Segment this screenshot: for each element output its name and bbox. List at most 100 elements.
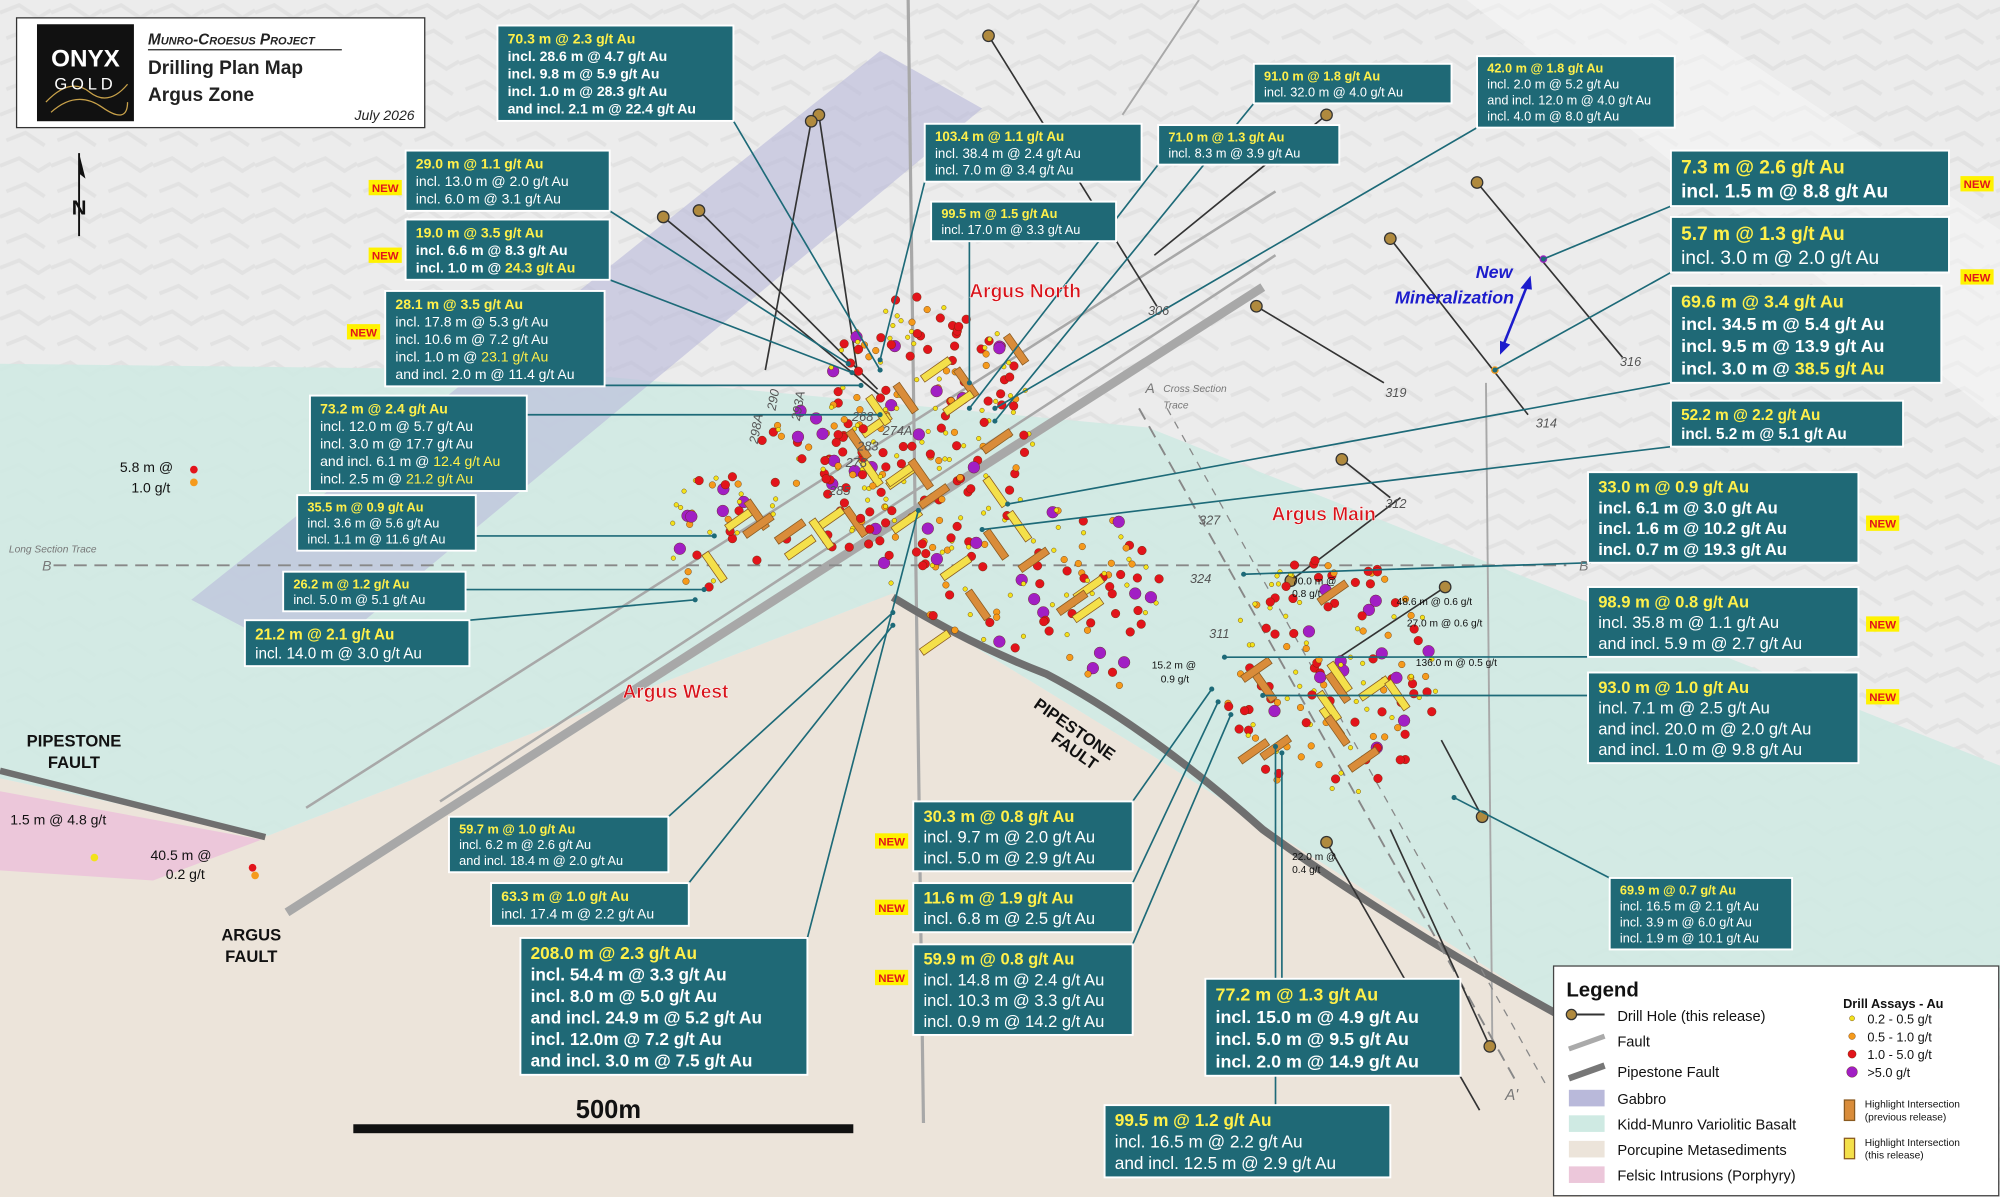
assay-dot bbox=[773, 496, 779, 502]
highlight-intersection bbox=[1017, 546, 1051, 574]
new-badge-text: NEW bbox=[1869, 519, 1896, 531]
assay-dot bbox=[1355, 626, 1361, 632]
assay-dot bbox=[1401, 595, 1409, 603]
assay-dot bbox=[970, 536, 983, 549]
drill-collar bbox=[1438, 580, 1452, 594]
assay-dot bbox=[1413, 636, 1423, 646]
hole-id: 314 bbox=[1536, 415, 1557, 430]
assay-dot bbox=[982, 350, 990, 358]
drill-trace bbox=[1389, 238, 1529, 416]
callout-line: 52.2 m @ 2.2 g/t Au bbox=[1681, 407, 1820, 424]
callout-box bbox=[1669, 284, 1943, 384]
highlight-intersection bbox=[1071, 596, 1105, 624]
callout-line: incl. 1.0 m @ 23.1 g/t Au bbox=[395, 348, 548, 364]
assay-dot bbox=[1115, 681, 1123, 689]
legend-label: Highlight Intersection bbox=[1865, 1100, 1960, 1111]
hole-id: 327 bbox=[1199, 512, 1221, 527]
callout-line: incl. 16.5 m @ 2.2 g/t Au bbox=[1115, 1132, 1303, 1152]
assay-dot bbox=[1419, 614, 1425, 620]
assay-dot bbox=[1391, 614, 1397, 620]
callout-line: incl. 12.0 m @ 5.7 g/t Au bbox=[320, 418, 473, 434]
assay-dot bbox=[1028, 593, 1041, 606]
assay-dot bbox=[945, 590, 955, 600]
section-label: B bbox=[42, 557, 51, 573]
assay-dot bbox=[834, 462, 842, 470]
leader-arrow bbox=[877, 357, 883, 363]
new-badge bbox=[346, 324, 381, 340]
assay-dot bbox=[681, 488, 687, 494]
assay-dot bbox=[1372, 567, 1382, 577]
assay-dot bbox=[1377, 707, 1387, 717]
felsic-zone bbox=[0, 791, 262, 881]
assay-dot bbox=[950, 428, 958, 436]
legend-subtitle: Drill Assays - Au bbox=[1843, 996, 1943, 1011]
leader-arrow bbox=[1260, 692, 1266, 699]
assay-dot bbox=[190, 465, 198, 474]
assay-dot bbox=[1083, 626, 1092, 634]
callout-line: incl. 3.0 m @ 38.5 g/t Au bbox=[1681, 359, 1884, 379]
assay-dot bbox=[1288, 593, 1298, 604]
pipestone-fault-east bbox=[890, 593, 1584, 1031]
assay-dot bbox=[875, 393, 886, 403]
assay-dot bbox=[1301, 718, 1311, 728]
assay-dot bbox=[1390, 671, 1403, 684]
assay-dot bbox=[734, 530, 740, 536]
assay-dot bbox=[898, 441, 908, 452]
assay-dot bbox=[877, 556, 891, 569]
assay-dot bbox=[849, 471, 857, 479]
assay-dot bbox=[883, 308, 889, 314]
callout-line: incl. 5.0 m @ 2.9 g/t Au bbox=[923, 848, 1095, 867]
callout-line: 5.7 m @ 1.3 g/t Au bbox=[1681, 224, 1845, 245]
callout-line: incl. 5.0 m @ 9.5 g/t Au bbox=[1216, 1029, 1409, 1049]
assay-dot bbox=[921, 549, 931, 559]
assay-dot bbox=[794, 404, 807, 417]
assay-dot bbox=[1055, 524, 1061, 530]
assay-dot bbox=[1427, 707, 1437, 717]
callout-line: 28.1 m @ 3.5 g/t Au bbox=[395, 296, 523, 312]
assay-note: 0.9 g/t bbox=[1161, 675, 1189, 686]
assay-dot bbox=[805, 443, 813, 451]
assay-dot bbox=[938, 495, 946, 503]
assay-dot bbox=[912, 329, 922, 339]
assay-dot bbox=[1302, 645, 1310, 653]
map-subtitle: Argus Zone bbox=[148, 85, 254, 106]
annotation-arrowhead bbox=[1500, 275, 1532, 355]
callout-line: 98.9 m @ 0.8 g/t Au bbox=[1598, 592, 1749, 611]
callout-box bbox=[1103, 1104, 1392, 1179]
callout-box bbox=[404, 218, 611, 281]
callout-line: and incl. 5.9 m @ 2.7 g/t Au bbox=[1598, 634, 1802, 653]
section-label: Long Section Trace bbox=[9, 545, 97, 556]
callout-line: 42.0 m @ 1.8 g/t Au bbox=[1487, 61, 1603, 76]
assay-dot bbox=[1398, 660, 1406, 668]
highlight-intersection bbox=[1326, 660, 1353, 694]
highlight-intersection bbox=[773, 518, 807, 545]
callout-line: 77.2 m @ 1.3 g/t Au bbox=[1216, 984, 1379, 1004]
assay-note: 1.5 m @ 4.8 g/t bbox=[10, 811, 106, 827]
new-badge bbox=[1960, 269, 1994, 285]
assay-dot bbox=[1249, 642, 1255, 648]
callout-line: incl. 1.6 m @ 10.2 g/t Au bbox=[1598, 519, 1787, 538]
callout-line: incl. 10.6 m @ 7.2 g/t Au bbox=[395, 331, 548, 347]
assay-dot bbox=[996, 389, 1006, 399]
assay-dot bbox=[1364, 706, 1370, 712]
assay-dot bbox=[1137, 545, 1147, 556]
fault bbox=[1485, 382, 1494, 1047]
highlight-intersection bbox=[1240, 656, 1273, 683]
assay-dot bbox=[1107, 559, 1115, 567]
legend-swatch bbox=[1846, 1066, 1858, 1078]
assay-note: 136.0 m @ 0.5 g/t bbox=[1416, 658, 1497, 669]
new-badge bbox=[1866, 515, 1900, 531]
callout-line: incl. 0.9 m @ 14.2 g/t Au bbox=[923, 1012, 1104, 1031]
assay-dot bbox=[1118, 656, 1131, 669]
callout-line: incl. 7.0 m @ 3.4 g/t Au bbox=[935, 163, 1073, 178]
callout-line: 73.2 m @ 2.4 g/t Au bbox=[320, 400, 448, 416]
new-badge bbox=[875, 899, 909, 915]
callout-line: 208.0 m @ 2.3 g/t Au bbox=[531, 943, 697, 963]
fault bbox=[1121, 0, 1200, 116]
assay-dot bbox=[1313, 572, 1324, 582]
callout-line: incl. 10.3 m @ 3.3 g/t Au bbox=[923, 991, 1104, 1010]
assay-dot bbox=[898, 318, 904, 324]
drill-collar bbox=[656, 210, 670, 224]
assay-dot bbox=[1112, 515, 1125, 528]
